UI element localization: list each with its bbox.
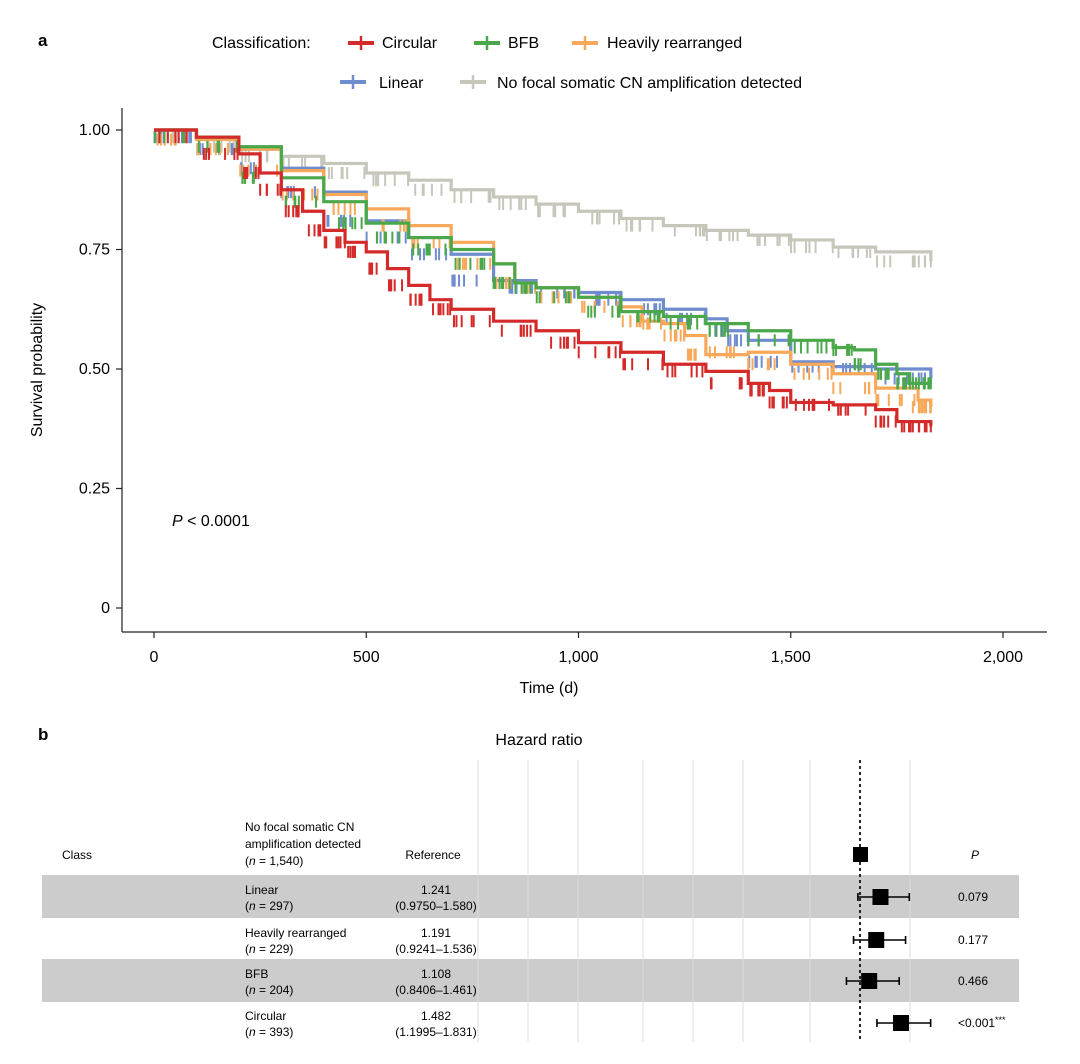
series-no-focal-somatic-cn-amplification-detected [154, 128, 933, 268]
axis-ticks: 0 500 1,000 1,500 2,000 0 0.25 0.50 0.75 1.00 [79, 122, 1023, 666]
x-tick-label: 2,000 [983, 649, 1023, 666]
legend-label-no-amplification: No focal somatic CN amplification detect… [497, 75, 802, 92]
forest-row-circular: Circular (n = 393) 1.482 (1.1995–1.831) <0.0… [245, 1009, 1006, 1039]
row-hazard-ratio: 1.482 [421, 1009, 451, 1023]
series-bfb [153, 128, 932, 390]
km-curve-bfb [154, 128, 931, 385]
reference-n: (n = 1,540) [245, 854, 303, 868]
p-value-text: < 0.0001 [183, 513, 250, 530]
legend-label-circular: Circular [382, 35, 438, 52]
row-confidence-interval: (0.8406–1.461) [395, 983, 476, 997]
reference-row: No focal somatic CN amplification detect… [245, 820, 868, 868]
legend-item-bfb: BFB [474, 35, 539, 52]
hazard-ratio-marker [868, 932, 885, 948]
p-value-italic: P [172, 513, 183, 530]
legend-item-heavily-rearranged: Heavily rearranged [572, 35, 742, 52]
legend-item-linear: Linear [340, 75, 424, 92]
row-n: (n = 297) [245, 899, 293, 913]
km-series-group [153, 128, 933, 433]
legend-label-bfb: BFB [508, 35, 539, 52]
row-p-value: 0.177 [958, 933, 988, 947]
row-shade [42, 875, 1019, 918]
p-header: P [971, 848, 979, 862]
legend-item-no-amplification: No focal somatic CN amplification detect… [460, 75, 802, 92]
panel-b-label: b [38, 725, 48, 744]
reference-marker [853, 847, 868, 862]
forest-row-linear: Linear (n = 297) 1.241 (0.9750–1.580) 0.079 [245, 883, 988, 913]
forest-row-heavily-rearranged: Heavily rearranged (n = 229) 1.191 (0.9241–… [245, 926, 988, 956]
p-value-annotation: P < 0.0001 [172, 513, 250, 530]
x-tick-label: 1,500 [771, 649, 811, 666]
legend-label-heavily-rearranged: Heavily rearranged [607, 35, 742, 52]
forest-rows: Linear (n = 297) 1.241 (0.9750–1.580) 0.079 H… [245, 883, 1006, 1039]
legend-title: Classification: [212, 35, 311, 52]
y-axis-label: Survival probability [29, 303, 46, 437]
hazard-ratio-marker [872, 889, 889, 905]
row-class-name: Linear [245, 883, 278, 897]
panel-a-label: a [38, 31, 48, 50]
row-confidence-interval: (0.9750–1.580) [395, 899, 476, 913]
series-linear [154, 128, 933, 385]
series-circular [154, 128, 933, 433]
class-header: Class [62, 848, 92, 862]
row-hazard-ratio: 1.241 [421, 883, 451, 897]
row-class-name: BFB [245, 967, 268, 981]
hazard-ratio-marker [892, 1015, 909, 1031]
reference-label: Reference [405, 848, 461, 862]
row-confidence-interval: (1.1995–1.831) [395, 1025, 476, 1039]
y-tick-label: 0 [101, 600, 110, 617]
row-class-name: Heavily rearranged [245, 926, 346, 940]
row-p-value: <0.001*** [958, 1015, 1006, 1030]
forest-row-backgrounds [42, 875, 1019, 1002]
y-tick-label: 0.50 [79, 361, 110, 378]
x-tick-label: 1,000 [558, 649, 598, 666]
row-class-name: Circular [245, 1009, 286, 1023]
x-tick-label: 500 [353, 649, 380, 666]
forest-title: Hazard ratio [495, 732, 582, 749]
legend-label-linear: Linear [379, 75, 424, 92]
panel-b: b Hazard ratio Class P No focal somatic … [38, 725, 1019, 1042]
x-axis-label: Time (d) [520, 680, 579, 697]
row-hazard-ratio: 1.191 [421, 926, 451, 940]
y-tick-label: 0.25 [79, 481, 110, 498]
km-curve-circular [154, 128, 933, 427]
row-n: (n = 204) [245, 983, 293, 997]
row-n: (n = 393) [245, 1025, 293, 1039]
row-p-value: 0.466 [958, 974, 988, 988]
row-confidence-interval: (0.9241–1.536) [395, 942, 476, 956]
row-n: (n = 229) [245, 942, 293, 956]
row-hazard-ratio: 1.108 [421, 967, 451, 981]
x-tick-label: 0 [150, 649, 159, 666]
y-tick-label: 0.75 [79, 242, 110, 259]
forest-row-bfb: BFB (n = 204) 1.108 (0.8406–1.461) 0.466 [245, 967, 988, 997]
reference-name-line-2: amplification detected [245, 837, 361, 851]
panel-a: a Classification: Circular BFB Heavily r… [29, 31, 1047, 697]
legend-item-circular: Circular [348, 35, 438, 52]
legend: Classification: Circular BFB Heavily rea… [212, 35, 802, 92]
row-p-value: 0.079 [958, 890, 988, 904]
hazard-ratio-marker [861, 973, 878, 989]
reference-name-line-1: No focal somatic CN [245, 820, 354, 834]
y-tick-label: 1.00 [79, 122, 110, 139]
